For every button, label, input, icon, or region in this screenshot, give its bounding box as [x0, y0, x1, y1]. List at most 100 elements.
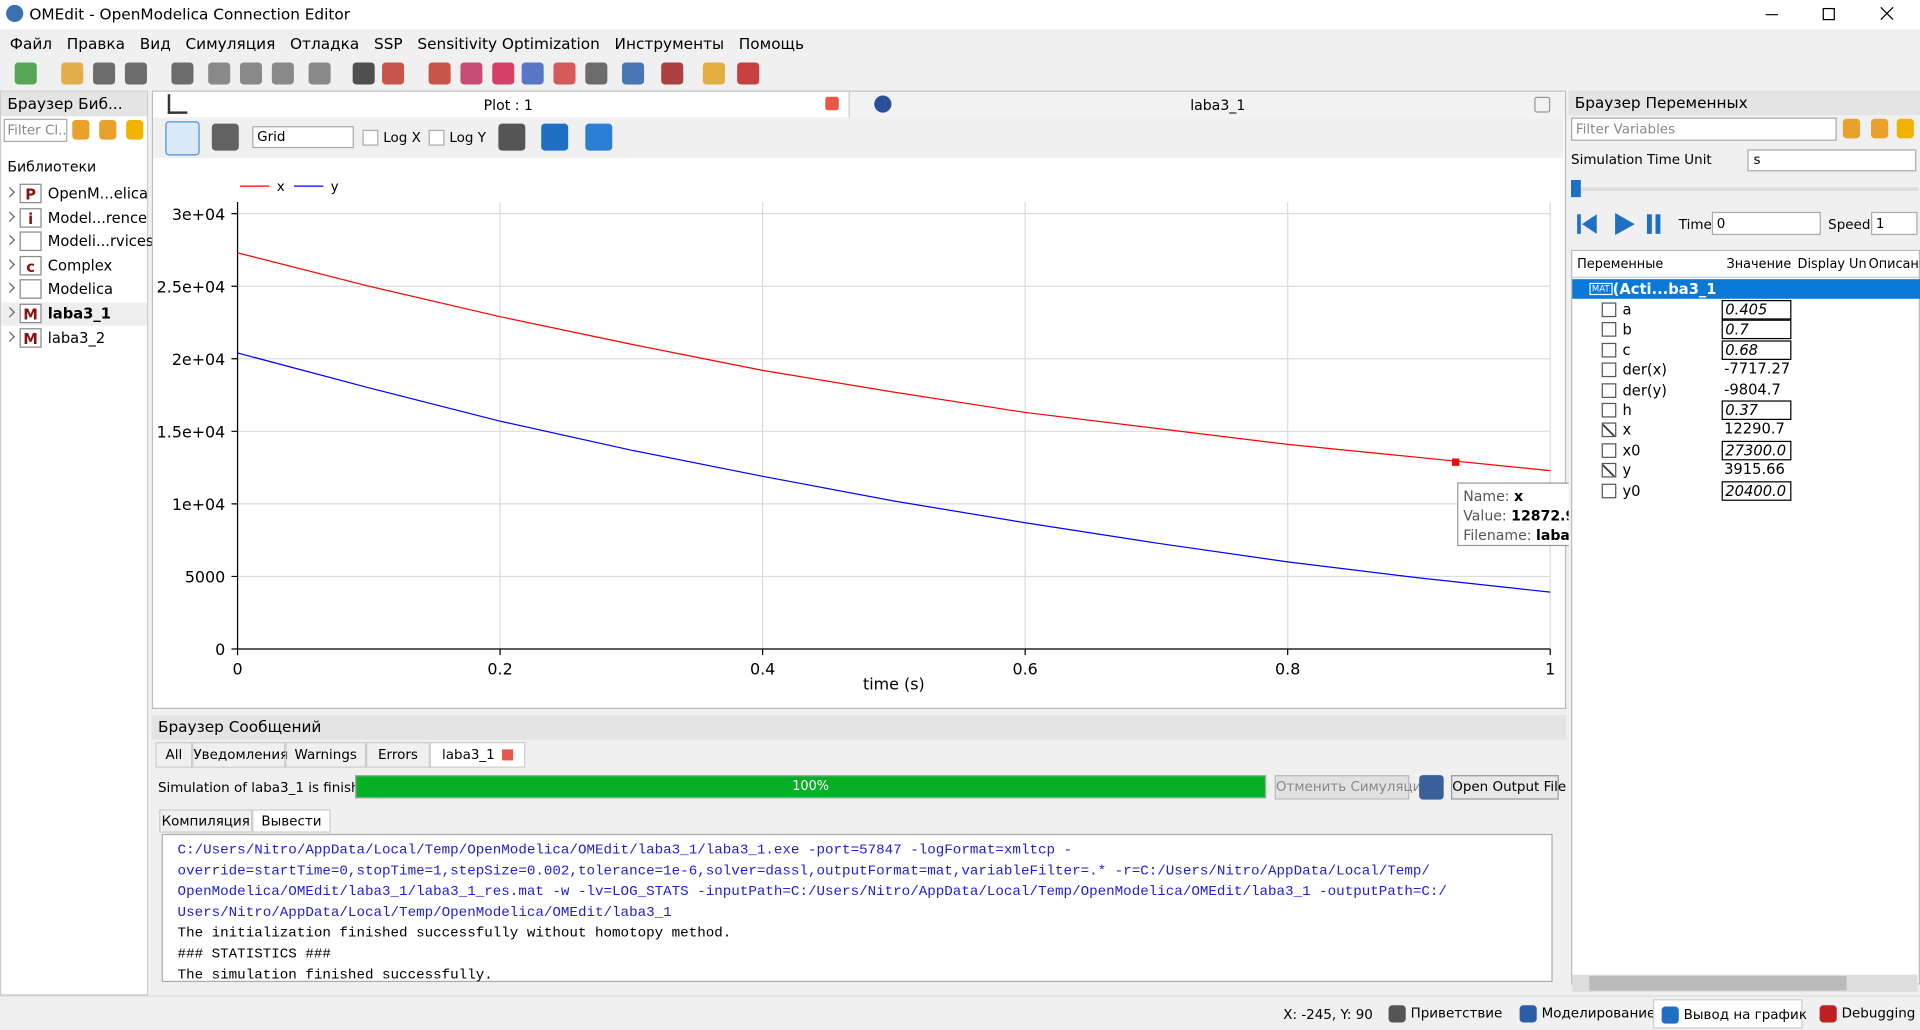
sort-icon[interactable] — [72, 120, 90, 140]
tool-button[interactable] — [61, 62, 84, 85]
perspective-button[interactable]: Приветствие — [1381, 999, 1503, 1028]
menu-item[interactable]: Файл — [9, 34, 53, 53]
tool-button[interactable] — [737, 62, 760, 85]
menu-item[interactable]: Помощь — [738, 34, 804, 53]
checkbox[interactable] — [1601, 302, 1617, 318]
sort-icon[interactable] — [99, 120, 117, 140]
checkbox[interactable] — [1601, 342, 1617, 358]
time-unit-select[interactable]: s — [1747, 149, 1917, 172]
tool-button[interactable] — [428, 62, 451, 85]
checkbox[interactable] — [1601, 382, 1617, 398]
menu-item[interactable]: SSP — [374, 34, 403, 53]
stats-button[interactable] — [1419, 775, 1444, 800]
menu-item[interactable]: Sensitivity Optimization — [417, 34, 600, 53]
library-item[interactable]: i Model...rence — [1, 206, 147, 229]
library-filter[interactable]: Filter Cl... — [3, 118, 68, 143]
tool-button[interactable] — [585, 62, 608, 85]
tool-button[interactable] — [702, 62, 725, 85]
checkbox[interactable] — [428, 129, 445, 146]
slider-handle[interactable] — [1571, 180, 1581, 198]
library-item[interactable]: P OpenM...elica — [1, 182, 148, 205]
zoom-button[interactable] — [211, 123, 239, 151]
menu-item[interactable]: Симуляция — [185, 34, 276, 53]
variable-value[interactable]: 27300.0 — [1721, 440, 1792, 461]
h-scrollbar[interactable] — [1572, 974, 1918, 992]
tool-button[interactable] — [352, 62, 375, 85]
tool-button[interactable] — [622, 62, 645, 85]
scroll-thumb[interactable] — [1589, 975, 1847, 991]
tool-button[interactable] — [14, 62, 37, 85]
checkbox[interactable] — [1601, 443, 1617, 458]
tool-button[interactable] — [553, 62, 576, 85]
cancel-button[interactable]: Отменить Симуляцию — [1274, 775, 1433, 800]
window-controls[interactable] — [1751, 0, 1920, 29]
message-tab[interactable]: laba3_1 — [429, 742, 526, 768]
perspective-button[interactable]: Вывод на график — [1653, 999, 1807, 1029]
time-input[interactable]: 0 — [1711, 211, 1821, 236]
collapse-icon[interactable] — [126, 120, 144, 140]
message-tab[interactable]: All — [155, 742, 193, 768]
variable-value[interactable]: 20400.0 — [1721, 480, 1792, 501]
tool-button[interactable] — [240, 62, 263, 85]
menu-item[interactable]: Вид — [139, 34, 171, 53]
variable-value[interactable]: 0.405 — [1721, 300, 1792, 320]
speed-select[interactable]: 1 — [1871, 211, 1918, 236]
variable-value[interactable]: 0.37 — [1721, 400, 1792, 421]
tool-button[interactable] — [521, 62, 544, 85]
model-icon — [874, 95, 892, 113]
variables-filter[interactable]: Filter Variables — [1571, 117, 1837, 141]
message-tab[interactable]: Errors — [366, 742, 430, 768]
tool-button[interactable] — [208, 62, 231, 85]
message-tab[interactable]: Warnings — [285, 742, 367, 768]
checkbox[interactable] — [1601, 463, 1617, 478]
tool-button[interactable] — [661, 62, 684, 85]
playback-controls[interactable] — [1576, 211, 1664, 238]
perspective-button[interactable]: Моделирование — [1512, 999, 1655, 1028]
collapse-icon[interactable] — [1896, 118, 1914, 139]
value: x — [1514, 487, 1524, 505]
variable-value[interactable]: 0.68 — [1721, 340, 1792, 360]
checkbox[interactable] — [1601, 422, 1617, 438]
variable-value[interactable]: 0.7 — [1721, 320, 1792, 340]
perspective-button[interactable]: Debugging — [1812, 999, 1915, 1028]
model-tab[interactable]: laba3_1 — [848, 91, 1565, 118]
plot-tab[interactable]: Plot : 1 — [153, 91, 847, 119]
open-output-button[interactable]: Open Output File — [1451, 775, 1566, 800]
tool-button[interactable] — [171, 62, 194, 85]
close-tab[interactable] — [502, 749, 514, 761]
time-slider[interactable] — [1571, 187, 1919, 192]
tool-button[interactable] — [382, 62, 405, 85]
sort-icon[interactable] — [1871, 118, 1889, 139]
tool-button[interactable] — [492, 62, 515, 85]
tool-button[interactable] — [308, 62, 331, 85]
menu-item[interactable]: Отладка — [289, 34, 360, 53]
library-item[interactable]: Modelica — [1, 278, 147, 301]
checkbox[interactable] — [362, 129, 379, 146]
checkbox[interactable] — [1601, 322, 1617, 338]
root-row[interactable]: MAT (Acti...ba3_1 — [1572, 279, 1920, 299]
grid-select[interactable]: Grid — [252, 126, 354, 149]
sort-icon[interactable] — [1842, 118, 1861, 139]
library-item[interactable]: c Complex — [1, 254, 147, 277]
menu-item[interactable]: Инструменты — [614, 34, 725, 53]
message-tab[interactable]: Уведомления — [192, 742, 288, 768]
setup-button[interactable] — [498, 123, 526, 151]
tool-button[interactable] — [271, 62, 294, 85]
close-tab[interactable] — [1534, 96, 1551, 113]
output-tab[interactable]: Вывести — [252, 809, 331, 833]
tool-button[interactable] — [124, 62, 147, 85]
close-tab[interactable] — [825, 96, 839, 111]
checkbox[interactable] — [1601, 483, 1617, 498]
library-item[interactable]: Modeli...rvices — [1, 230, 154, 253]
checkbox[interactable] — [1601, 402, 1617, 418]
fit-button[interactable] — [165, 121, 200, 156]
tool-button[interactable] — [460, 62, 483, 85]
tool-button[interactable] — [93, 62, 116, 85]
checkbox[interactable] — [1601, 362, 1617, 378]
save-button[interactable] — [541, 123, 569, 151]
output-tab[interactable]: Компиляция — [159, 809, 253, 833]
print-button[interactable] — [585, 123, 613, 151]
menu-item[interactable]: Правка — [66, 34, 126, 53]
